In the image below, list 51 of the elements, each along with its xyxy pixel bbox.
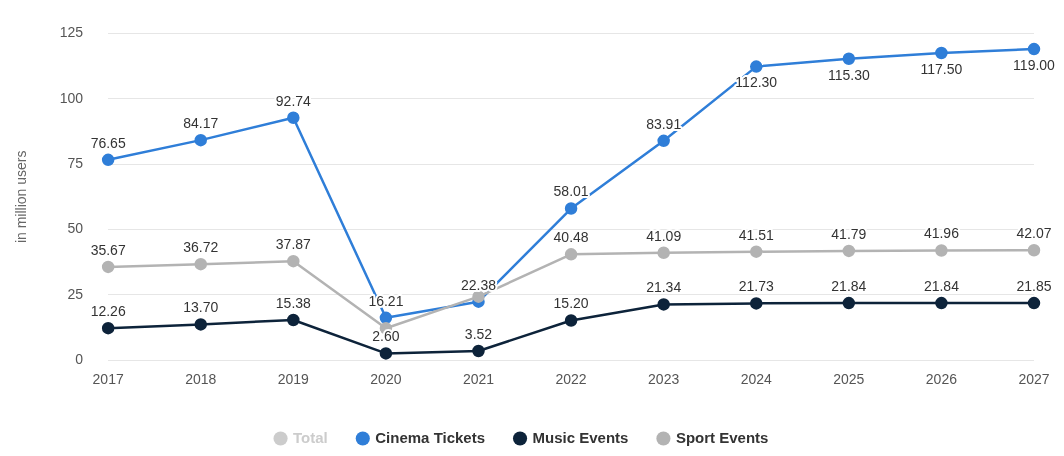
data-label: 76.65 — [90, 134, 126, 151]
x-tick-label: 2025 — [833, 371, 865, 388]
data-label: 21.73 — [738, 278, 774, 295]
data-label: 41.79 — [831, 225, 867, 242]
data-label: 15.20 — [553, 295, 589, 312]
x-tick-label: 2027 — [1018, 371, 1050, 388]
data-label: 37.87 — [275, 236, 312, 253]
data-label: 119.00 — [1013, 56, 1056, 73]
data-label: 41.96 — [923, 225, 960, 242]
data-label: 92.74 — [275, 92, 312, 109]
data-label: 22.38 — [460, 276, 497, 293]
data-label: 15.38 — [275, 294, 312, 311]
data-label: 21.84 — [923, 277, 960, 294]
data-label: 12.26 — [90, 303, 126, 320]
x-tick-label: 2023 — [648, 371, 680, 388]
data-label: 21.85 — [1016, 277, 1052, 294]
x-tick-label: 2017 — [92, 371, 124, 388]
data-label: 115.30 — [827, 66, 870, 83]
data-label: 83.91 — [646, 115, 682, 132]
x-tick-label: 2022 — [555, 371, 587, 388]
x-tick-label: 2020 — [370, 371, 402, 388]
data-label: 35.67 — [90, 241, 126, 258]
data-label: 13.70 — [183, 299, 219, 316]
data-label: 21.84 — [831, 277, 867, 294]
data-label: 58.01 — [553, 183, 589, 200]
y-tick-label: 100 — [59, 89, 84, 106]
x-tick-label: 2019 — [277, 371, 310, 388]
data-label: 2.60 — [372, 328, 400, 345]
data-label: 41.09 — [646, 227, 682, 244]
data-label: 42.07 — [1016, 225, 1052, 242]
legend-label: Sport Events — [675, 428, 769, 446]
data-label: 36.72 — [183, 239, 219, 256]
data-label: 117.50 — [920, 60, 963, 77]
x-tick-label: 2024 — [740, 371, 773, 388]
y-tick-label: 0 — [75, 351, 84, 368]
data-label: 84.17 — [183, 115, 219, 132]
y-tick-label: 75 — [67, 154, 84, 171]
data-label: 40.48 — [553, 229, 589, 246]
data-label: 21.34 — [646, 279, 682, 296]
y-tick-label: 125 — [59, 24, 84, 41]
x-tick-label: 2021 — [462, 371, 495, 388]
data-label: 41.51 — [738, 226, 774, 243]
data-label: 3.52 — [464, 325, 493, 342]
y-axis-title: in million users — [13, 150, 30, 244]
legend-label: Cinema Tickets — [375, 428, 486, 446]
legend-label: Music Events — [532, 428, 629, 446]
data-label: 112.30 — [735, 74, 778, 91]
y-tick-label: 50 — [67, 220, 84, 237]
y-tick-label: 25 — [67, 285, 84, 302]
x-tick-label: 2026 — [925, 371, 958, 388]
x-tick-label: 2018 — [185, 371, 217, 388]
